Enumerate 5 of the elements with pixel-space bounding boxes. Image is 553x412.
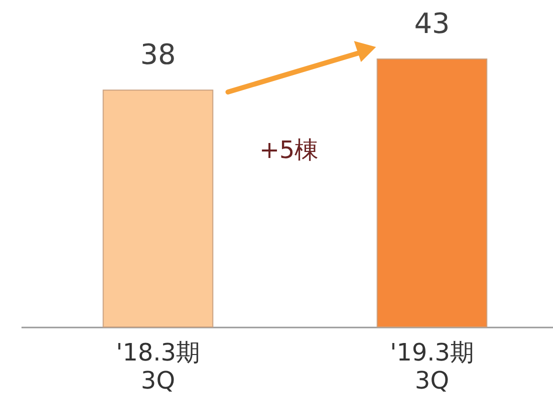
annotation: +5棟 (259, 136, 319, 164)
x-tick-label: '19.3期 3Q (390, 338, 474, 394)
x-tick-label: '18.3期 3Q (116, 338, 200, 394)
data-label: 43 (414, 7, 450, 40)
data-label: 38 (140, 38, 176, 72)
